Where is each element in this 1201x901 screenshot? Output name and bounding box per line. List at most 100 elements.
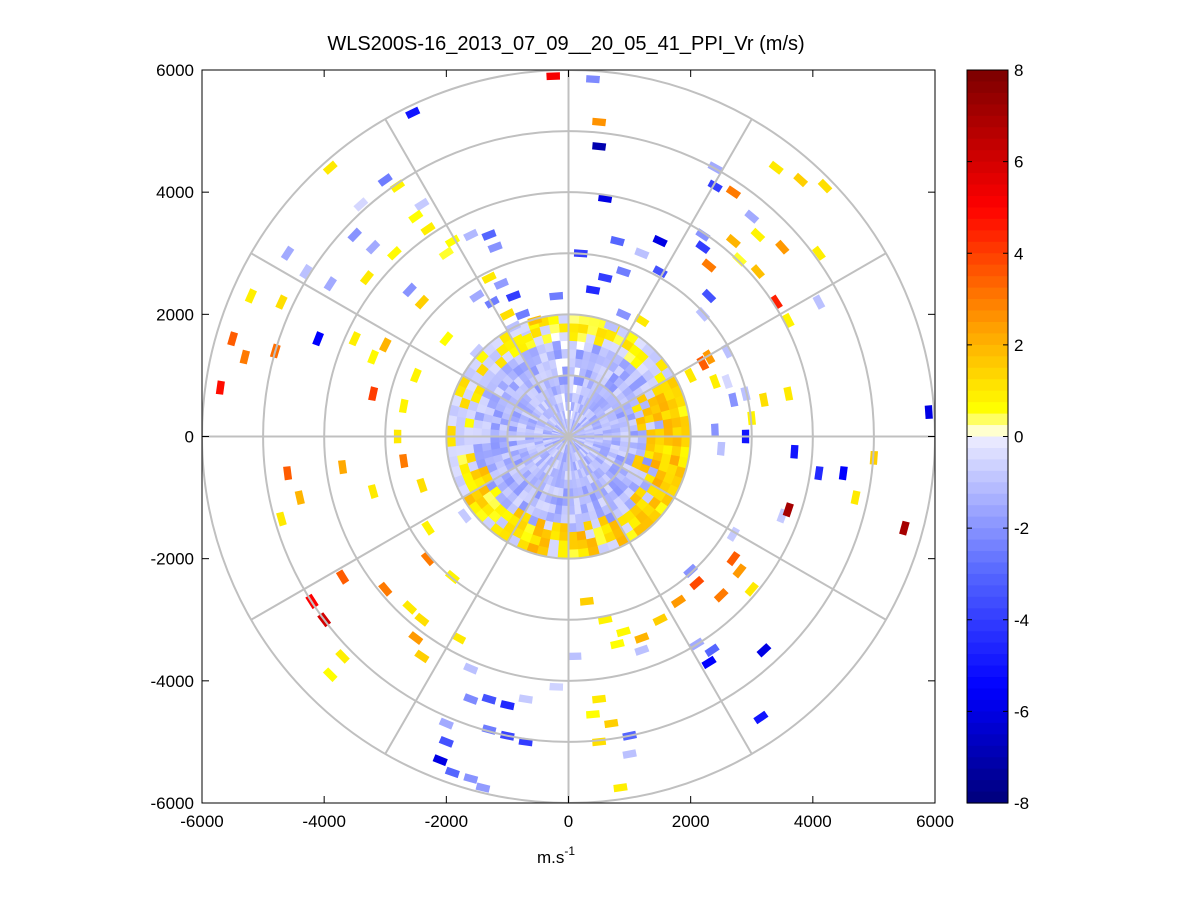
inner-field-cell: [574, 349, 585, 360]
colorbar-stripe: [967, 104, 1008, 117]
colorbar-stripe: [967, 195, 1008, 209]
velocity-cell: [402, 600, 418, 615]
y-tick-label: 0: [185, 428, 194, 447]
inner-field-cell: [681, 425, 692, 437]
velocity-cell: [432, 754, 448, 767]
inner-field-cell: [445, 436, 456, 448]
velocity-cell: [338, 460, 348, 475]
inner-field-cell: [568, 523, 578, 533]
inner-field-cell: [559, 531, 569, 542]
velocity-cell: [463, 228, 479, 242]
inner-field-cell: [637, 429, 648, 437]
y-tick-label: 6000: [156, 61, 194, 80]
inner-field-cell: [560, 348, 569, 359]
colorbar-stripe: [967, 150, 1008, 163]
colorbar-stripe: [967, 344, 1008, 357]
velocity-cell: [597, 272, 613, 283]
velocity-cell: [744, 209, 760, 224]
velocity-cell: [438, 736, 454, 748]
inner-field-cell: [568, 348, 577, 359]
velocity-cell: [769, 294, 783, 310]
inner-field-cell: [568, 331, 578, 342]
velocity-cell: [579, 596, 594, 606]
velocity-cell: [604, 718, 619, 729]
inner-field-cell: [552, 513, 563, 524]
velocity-cell: [398, 398, 409, 414]
velocity-cell: [695, 240, 711, 254]
velocity-cell: [613, 783, 628, 793]
y-tick-label: -6000: [151, 794, 194, 813]
velocity-cell: [616, 266, 632, 278]
velocity-cell: [353, 197, 369, 212]
velocity-cell: [280, 245, 295, 261]
colorbar-tick-label: 6: [1014, 153, 1023, 172]
velocity-cell: [812, 245, 826, 261]
velocity-cell: [367, 484, 379, 499]
colorbar-stripe: [967, 642, 1008, 655]
velocity-cell: [838, 466, 848, 481]
inner-field-cell: [548, 539, 560, 550]
velocity-cell: [244, 288, 257, 304]
inner-field-cell: [557, 549, 569, 560]
velocity-cell: [469, 289, 485, 303]
colorbar-stripe: [967, 722, 1008, 735]
inner-field-cell: [445, 425, 456, 437]
inner-field-cell: [480, 436, 491, 445]
velocity-cell: [793, 172, 809, 188]
velocity-cell: [716, 441, 726, 456]
velocity-cell: [402, 282, 417, 298]
velocity-cell: [438, 246, 454, 260]
colorbar-stripe: [967, 81, 1008, 94]
velocity-cell: [481, 229, 497, 241]
inner-field-cell: [671, 445, 682, 457]
inner-field-cell: [463, 427, 474, 437]
colorbar-stripe: [967, 253, 1008, 266]
inner-field-cell: [568, 322, 579, 333]
velocity-cell: [408, 209, 424, 224]
velocity-cell: [603, 320, 619, 333]
colorbar-stripe: [967, 745, 1008, 758]
inner-field-cell: [568, 549, 580, 560]
colorbar-stripe: [967, 425, 1008, 438]
velocity-cell: [312, 331, 324, 347]
velocity-cell: [322, 160, 338, 175]
velocity-cell: [546, 72, 560, 81]
inner-field-cell: [558, 540, 569, 551]
x-axis-label-exponent: -1: [564, 844, 575, 858]
x-tick-label: 2000: [672, 812, 710, 831]
velocity-cell: [505, 290, 521, 302]
colorbar-stripe: [967, 402, 1008, 415]
velocity-cell: [420, 222, 436, 236]
velocity-cell: [728, 392, 739, 408]
velocity-cell: [616, 626, 631, 638]
colorbar-tick-label: 0: [1014, 428, 1023, 447]
colorbar-tick-label: 8: [1014, 61, 1023, 80]
inner-field-cell: [551, 522, 562, 533]
velocity-cell: [585, 285, 601, 295]
inner-field-cell: [472, 419, 483, 430]
azimuth-spoke: [567, 436, 753, 755]
inner-field-cell: [558, 322, 569, 333]
colorbar-stripe: [967, 768, 1008, 781]
colorbar-stripe: [967, 173, 1008, 186]
velocity-cell: [817, 178, 833, 194]
velocity-cell: [782, 502, 794, 518]
velocity-cell: [783, 386, 794, 401]
chart-title: WLS200S-16_2013_07_09__20_05_41_PPI_Vr (…: [327, 33, 804, 55]
velocity-cell: [721, 373, 733, 389]
velocity-cell: [782, 312, 795, 328]
inner-field-cell: [455, 445, 466, 457]
inner-field-cell: [672, 426, 683, 437]
velocity-cell: [726, 551, 741, 567]
velocity-cell: [709, 373, 721, 389]
inner-field-cell: [548, 323, 560, 334]
inner-field-cell: [549, 530, 561, 542]
velocity-cell: [365, 239, 381, 255]
inner-field-cell: [454, 426, 465, 437]
colorbar-stripe: [967, 459, 1008, 472]
colorbar-stripe: [967, 127, 1008, 140]
inner-field-cell: [489, 422, 501, 431]
inner-field-cell: [671, 416, 682, 428]
inner-field-cell: [481, 420, 492, 431]
colorbar-stripe: [967, 539, 1008, 552]
